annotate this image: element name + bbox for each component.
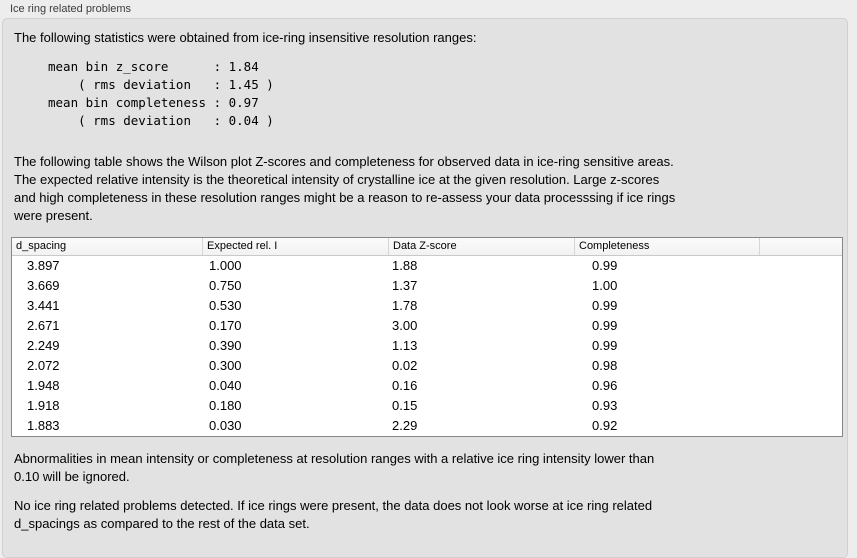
column-header-empty [759,238,842,255]
table-cell: 1.78 [392,298,418,313]
description-line: The following table shows the Wilson plo… [14,154,674,169]
table-cell: 0.99 [592,298,618,313]
table-row[interactable]: 1.883 0.030 2.29 0.92 [12,416,842,436]
table-cell: 0.170 [209,318,242,333]
table-row[interactable]: 3.441 0.530 1.78 0.99 [12,296,842,316]
ignore-note-line: Abnormalities in mean intensity or compl… [14,451,655,466]
table-cell-empty [759,376,842,396]
table-row[interactable]: 2.249 0.390 1.13 0.99 [12,336,842,356]
table-row[interactable]: 1.918 0.180 0.15 0.93 [12,396,842,416]
table-cell: 1.000 [209,258,242,273]
stats-summary-block: mean bin z_score : 1.84 ( rms deviation … [48,58,847,130]
table-cell: 0.99 [592,318,618,333]
table-cell: 1.13 [392,338,418,353]
stats-line: ( rms deviation : 0.04 ) [48,113,274,128]
table-body: 3.897 1.000 1.88 0.99 3.669 0.750 1.37 1.00 3.44… [12,256,842,436]
table-cell: 0.02 [392,358,418,373]
column-header-expected-rel-i[interactable]: Expected rel. I [202,238,388,255]
table-cell: 0.040 [209,378,242,393]
table-cell-empty [759,296,842,316]
table-cell: 2.29 [392,418,418,433]
table-cell: 1.88 [392,258,418,273]
table-row[interactable]: 3.669 0.750 1.37 1.00 [12,276,842,296]
column-header-completeness[interactable]: Completeness [574,238,759,255]
column-header-data-z-score[interactable]: Data Z-score [388,238,574,255]
ice-ring-groupbox: The following statistics were obtained f… [2,18,848,558]
table-cell: 3.00 [392,318,418,333]
table-cell-empty [759,416,842,436]
table-cell: 2.671 [27,318,60,333]
table-cell-empty [759,356,842,376]
ice-ring-table[interactable]: d_spacing Expected rel. I Data Z-score C… [11,237,843,437]
column-header-d-spacing[interactable]: d_spacing [16,240,67,252]
table-cell: 2.249 [27,338,60,353]
table-cell: 0.390 [209,338,242,353]
stats-intro-text: The following statistics were obtained f… [14,29,847,47]
table-cell-empty [759,256,842,276]
stats-line: mean bin completeness : 0.97 [48,95,259,110]
table-cell: 0.180 [209,398,242,413]
ignore-note-line: 0.10 will be ignored. [14,469,130,484]
table-cell: 0.750 [209,278,242,293]
table-cell: 0.96 [592,378,618,393]
table-description-text: The following table shows the Wilson plo… [14,153,847,225]
table-cell-empty [759,276,842,296]
stats-line: ( rms deviation : 1.45 ) [48,77,274,92]
table-header-row: d_spacing Expected rel. I Data Z-score C… [12,238,842,256]
table-row[interactable]: 2.072 0.300 0.02 0.98 [12,356,842,376]
panel-title: Ice ring related problems [10,3,132,15]
stats-line: mean bin z_score : 1.84 [48,59,259,74]
table-cell: 1.948 [27,378,60,393]
table-cell: 2.072 [27,358,60,373]
table-cell: 0.99 [592,258,618,273]
description-line: The expected relative intensity is the t… [14,172,660,187]
table-cell-empty [759,316,842,336]
table-cell: 0.030 [209,418,242,433]
table-cell: 0.16 [392,378,418,393]
table-cell: 0.530 [209,298,242,313]
table-cell: 0.93 [592,398,618,413]
description-line: were present. [14,208,93,223]
ignore-note-text: Abnormalities in mean intensity or compl… [14,450,847,486]
table-cell: 3.669 [27,278,60,293]
stats-intro-line: The following statistics were obtained f… [14,30,477,45]
conclusion-line: d_spacings as compared to the rest of th… [14,516,310,531]
table-cell: 3.441 [27,298,60,313]
table-cell: 0.300 [209,358,242,373]
conclusion-text: No ice ring related problems detected. I… [14,497,847,533]
table-cell: 1.00 [592,278,618,293]
table-cell: 1.918 [27,398,60,413]
table-cell: 0.99 [592,338,618,353]
table-cell: 0.92 [592,418,618,433]
table-row[interactable]: 1.948 0.040 0.16 0.96 [12,376,842,396]
table-cell-empty [759,396,842,416]
table-cell: 0.98 [592,358,618,373]
table-row[interactable]: 2.671 0.170 3.00 0.99 [12,316,842,336]
table-cell: 1.37 [392,278,418,293]
table-cell: 3.897 [27,258,60,273]
conclusion-line: No ice ring related problems detected. I… [14,498,653,513]
table-cell: 0.15 [392,398,418,413]
description-line: and high completeness in these resolutio… [14,190,676,205]
table-cell-empty [759,336,842,356]
table-row[interactable]: 3.897 1.000 1.88 0.99 [12,256,842,276]
table-cell: 1.883 [27,418,60,433]
